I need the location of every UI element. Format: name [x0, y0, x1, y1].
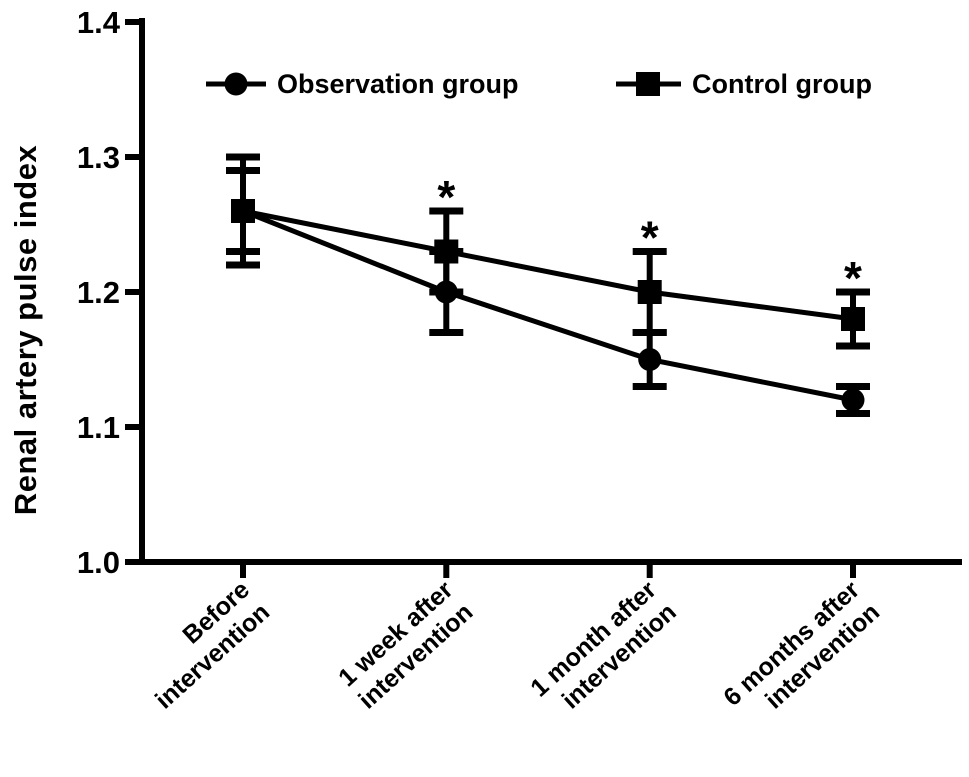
y-tick-label: 1.2 — [77, 275, 120, 310]
series-line-square — [242, 208, 854, 322]
legend-marker-observation-icon — [206, 72, 266, 96]
x-category-label: Beforeintervention — [130, 576, 275, 715]
data-point-control — [231, 199, 255, 223]
legend-label-observation: Observation group — [277, 69, 519, 99]
data-point-control — [841, 307, 865, 331]
y-tick-label: 1.4 — [77, 5, 121, 40]
data-point-observation — [434, 280, 458, 304]
significance-asterisk: * — [844, 252, 862, 304]
x-category-label: 1 week afterintervention — [333, 575, 478, 714]
legend-marker-control-icon — [616, 72, 681, 96]
y-tick-label: 1.1 — [77, 410, 120, 445]
y-axis-title: Renal artery pulse index — [8, 145, 43, 516]
data-point-control — [637, 280, 662, 304]
significance-asterisk: * — [641, 212, 659, 264]
x-category-label: 1 month afterintervention — [525, 575, 682, 724]
series-line-circle — [242, 208, 854, 403]
legend-label-control: Control group — [692, 69, 872, 99]
data-point-observation — [638, 348, 662, 371]
data-point-control — [434, 239, 459, 264]
plot-area: 1.0 1.1 1.2 1.3 1.4 Beforeintervention 1 week … — [77, 5, 962, 734]
x-category-label: 6 months afterintervention — [718, 575, 885, 734]
y-tick-label: 1.3 — [77, 140, 120, 175]
y-tick-label: 1.0 — [77, 545, 120, 580]
legend: Observation group Control group — [206, 69, 872, 99]
significance-asterisk: * — [437, 171, 455, 223]
data-point-observation — [841, 388, 865, 412]
